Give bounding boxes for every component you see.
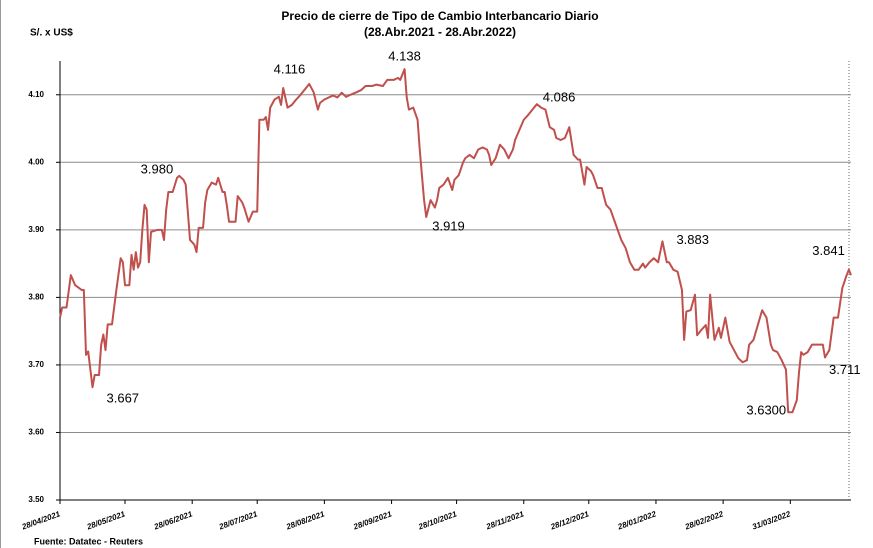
x-tick-label: 28/08/2021 [284,509,326,532]
x-tick-label: 28/01/2022 [616,509,658,532]
series-line [59,68,852,414]
y-tick-label: 3.80 [28,292,44,301]
annotation: 4.138 [388,49,421,64]
annotation: 3.919 [432,218,465,233]
y-tick-label: 4.10 [28,90,44,99]
y-tick-label: 3.50 [28,495,44,504]
annotation: 3.667 [107,391,140,406]
annotation: 3.883 [676,232,709,247]
x-tick-label: 28/09/2021 [351,509,393,532]
x-tick-label: 28/12/2021 [549,509,591,532]
annotation: 3.6300 [746,403,786,418]
annotation: 3.980 [141,161,174,176]
chart-subtitle: (28.Abr.2021 - 28.Abr.2022) [364,25,516,39]
annotation: 3.841 [812,243,845,258]
x-tick-label: 28/04/2021 [20,509,62,532]
x-tick-label: 28/06/2021 [152,509,194,532]
x-tick-label: 28/05/2021 [85,509,127,532]
y-tick-label: 3.60 [28,428,44,437]
x-tick-label: 28/07/2021 [217,509,259,532]
annotation: 4.086 [543,90,576,105]
y-axis-label: S/. x US$ [30,28,73,39]
y-tick-label: 3.70 [28,360,44,369]
y-tick-label: 3.90 [28,225,44,234]
source: Fuente: Datatec - Reuters [34,536,143,546]
x-tick-label: 28/02/2022 [683,509,725,532]
x-tick-label: 31/03/2022 [751,509,792,531]
y-tick-label: 4.00 [28,157,44,166]
annotation: 4.116 [274,61,306,76]
annotation: 3.711 [829,362,861,377]
x-tick-label: 28/10/2021 [416,509,458,532]
x-tick-label: 28/11/2021 [484,509,526,531]
chart-title: Precio de cierre de Tipo de Cambio Inter… [281,9,598,23]
